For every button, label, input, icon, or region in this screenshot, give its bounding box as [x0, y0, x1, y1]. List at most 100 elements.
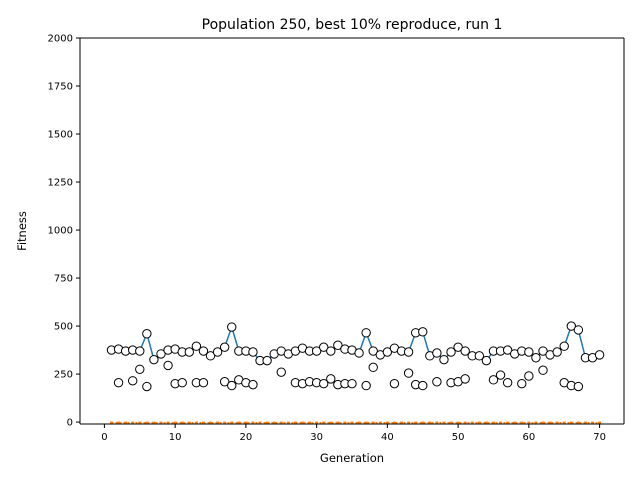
- y-tick-label: 500: [54, 322, 73, 333]
- y-tick-label: 1750: [48, 82, 73, 93]
- baseline-point: [244, 421, 248, 425]
- baseline-point: [576, 421, 580, 425]
- fitness-marker-point: [495, 370, 506, 380]
- baseline-point: [131, 421, 135, 425]
- baseline-point: [371, 421, 375, 425]
- fitness-marker-point: [368, 362, 378, 373]
- baseline-point: [159, 421, 163, 425]
- baseline-point: [251, 421, 255, 425]
- fitness-marker-point: [135, 364, 145, 374]
- x-tick-label: 0: [101, 432, 107, 443]
- fitness-marker-point: [177, 378, 187, 388]
- baseline-point: [456, 421, 460, 425]
- fitness-marker-point: [227, 380, 237, 391]
- fitness-marker-point: [142, 381, 152, 392]
- fitness-marker-point: [113, 378, 124, 388]
- best-fitness-point: [326, 346, 336, 356]
- baseline-point: [555, 421, 559, 425]
- best-fitness-point: [219, 342, 230, 352]
- best-fitness-point: [453, 342, 463, 352]
- fitness-marker-point: [403, 368, 414, 378]
- x-tick-label: 10: [169, 432, 182, 443]
- best-fitness-point: [205, 351, 216, 361]
- best-fitness-point: [432, 348, 442, 358]
- baseline-point: [272, 421, 276, 425]
- x-axis-title: Generation: [320, 451, 384, 465]
- baseline-point: [286, 421, 290, 425]
- best-fitness-point: [212, 347, 223, 357]
- y-tick-label: 2000: [48, 34, 73, 45]
- baseline-point: [173, 421, 177, 425]
- best-fitness-point: [460, 346, 470, 356]
- best-fitness-point: [156, 349, 166, 359]
- baseline-point: [336, 421, 340, 425]
- baseline-point: [124, 421, 128, 425]
- baseline-point: [216, 421, 220, 425]
- baseline-point: [470, 421, 474, 425]
- baseline-point: [166, 421, 170, 425]
- y-tick-label: 1500: [48, 130, 73, 141]
- baseline-point: [315, 421, 319, 425]
- fitness-marker-point: [418, 380, 428, 391]
- baseline-point: [152, 421, 156, 425]
- baseline-point: [598, 421, 602, 425]
- baseline-point: [117, 421, 121, 425]
- fitness-marker-point: [488, 375, 499, 385]
- fitness-marker-point: [128, 376, 138, 386]
- baseline-point: [364, 421, 368, 425]
- best-fitness-point: [149, 354, 159, 365]
- x-tick-label: 60: [522, 432, 535, 443]
- x-tick-label: 50: [452, 432, 465, 443]
- fitness-marker-point: [326, 374, 336, 384]
- baseline-point: [180, 421, 184, 425]
- baseline-point: [414, 421, 418, 425]
- baseline-point: [506, 421, 510, 425]
- fitness-marker-point: [524, 371, 534, 381]
- series-2: [109, 421, 602, 425]
- baseline-point: [343, 421, 347, 425]
- baseline-point: [513, 421, 517, 425]
- baseline-point: [541, 421, 545, 425]
- best-fitness-point: [446, 347, 456, 357]
- baseline-point: [350, 421, 354, 425]
- best-fitness-point: [319, 342, 329, 352]
- baseline-point: [407, 421, 411, 425]
- best-fitness-point: [439, 354, 449, 365]
- x-tick-label: 70: [593, 432, 606, 443]
- best-fitness-point: [552, 347, 562, 357]
- best-fitness-point: [403, 347, 414, 357]
- baseline-point: [145, 421, 149, 425]
- baseline-point: [463, 421, 467, 425]
- best-fitness-point: [481, 355, 492, 366]
- fitness-marker-point: [219, 377, 230, 387]
- baseline-point: [209, 421, 213, 425]
- best-fitness-point: [531, 353, 541, 363]
- baseline-point: [201, 421, 205, 425]
- baseline-point: [527, 421, 531, 425]
- chart-title: Population 250, best 10% reproduce, run …: [202, 17, 503, 33]
- best-fitness-point: [382, 347, 393, 357]
- baseline-point: [187, 421, 191, 425]
- baseline-point: [279, 421, 283, 425]
- baseline-point: [400, 421, 404, 425]
- y-tick-label: 1250: [48, 178, 73, 189]
- baseline-point: [194, 421, 198, 425]
- best-fitness-point: [311, 346, 322, 356]
- fitness-marker-point: [347, 378, 357, 389]
- baseline-point: [258, 421, 262, 425]
- best-fitness-point: [361, 328, 371, 338]
- best-fitness-point: [474, 351, 485, 361]
- y-tick-label: 1000: [48, 226, 73, 237]
- best-fitness-point: [262, 355, 272, 366]
- axes-layer: 0 10 20 30 40 50 60 70 0 250 500 750 1000 1250 1500 175…: [48, 34, 625, 443]
- fitness-marker-point: [517, 378, 527, 389]
- best-fitness-point: [191, 341, 202, 351]
- baseline-point: [421, 421, 425, 425]
- baseline-point: [357, 421, 361, 425]
- baseline-point: [265, 421, 269, 425]
- baseline-point: [449, 421, 453, 425]
- baseline-point: [548, 421, 552, 425]
- baseline-point: [109, 421, 113, 425]
- best-fitness-point: [333, 340, 343, 350]
- baseline-point: [329, 421, 333, 425]
